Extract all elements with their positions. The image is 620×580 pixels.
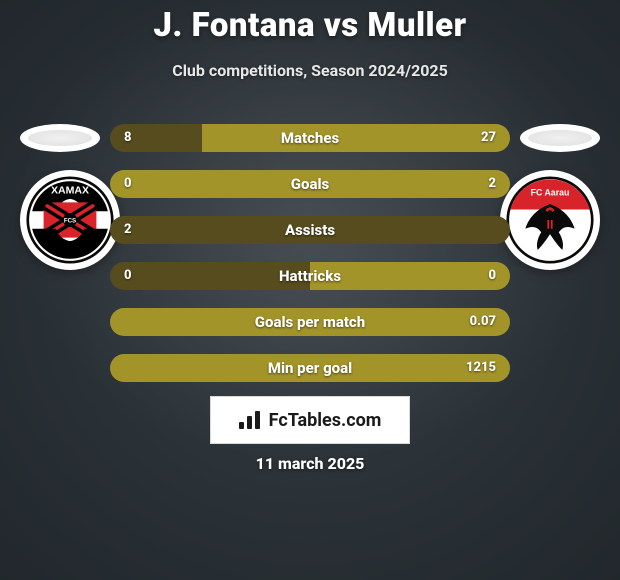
comparison-card: J. Fontana vs Muller Club competitions, … (0, 0, 620, 580)
stat-bar-right (110, 308, 510, 336)
stat-row: 00Hattricks (110, 262, 510, 290)
stat-bar-right (110, 170, 510, 198)
page-title: J. Fontana vs Muller (0, 6, 620, 45)
stat-bar-left (110, 124, 202, 152)
stat-bar-left (110, 262, 310, 290)
stat-row: 827Matches (110, 124, 510, 152)
watermark: FcTables.com (210, 396, 410, 444)
fctables-logo-icon (239, 411, 261, 429)
club-crest-left: XAMAX FCS (20, 170, 120, 270)
date-label: 11 march 2025 (0, 454, 620, 473)
xamax-crest-icon: XAMAX FCS (26, 176, 114, 264)
stat-row: 1215Min per goal (110, 354, 510, 382)
stat-bar-right (110, 354, 510, 382)
stat-bar-right (310, 262, 510, 290)
stat-row: 2Assists (110, 216, 510, 244)
nationality-flag-right (520, 124, 600, 152)
stat-row: 0.07Goals per match (110, 308, 510, 336)
aarau-crest-icon: FC Aarau (506, 176, 594, 264)
stat-row: 02Goals (110, 170, 510, 198)
nationality-flag-left (20, 124, 100, 152)
stats-bars: 827Matches 02Goals 2Assists 00Hattricks 0.07… (110, 124, 510, 400)
watermark-text: FcTables.com (269, 410, 382, 431)
svg-text:FC Aarau: FC Aarau (531, 187, 570, 197)
svg-text:XAMAX: XAMAX (51, 185, 89, 197)
svg-text:FCS: FCS (64, 218, 76, 225)
stat-bar-left (110, 216, 510, 244)
stat-bar-right (202, 124, 510, 152)
subtitle: Club competitions, Season 2024/2025 (0, 61, 620, 80)
club-crest-right: FC Aarau (500, 170, 600, 270)
